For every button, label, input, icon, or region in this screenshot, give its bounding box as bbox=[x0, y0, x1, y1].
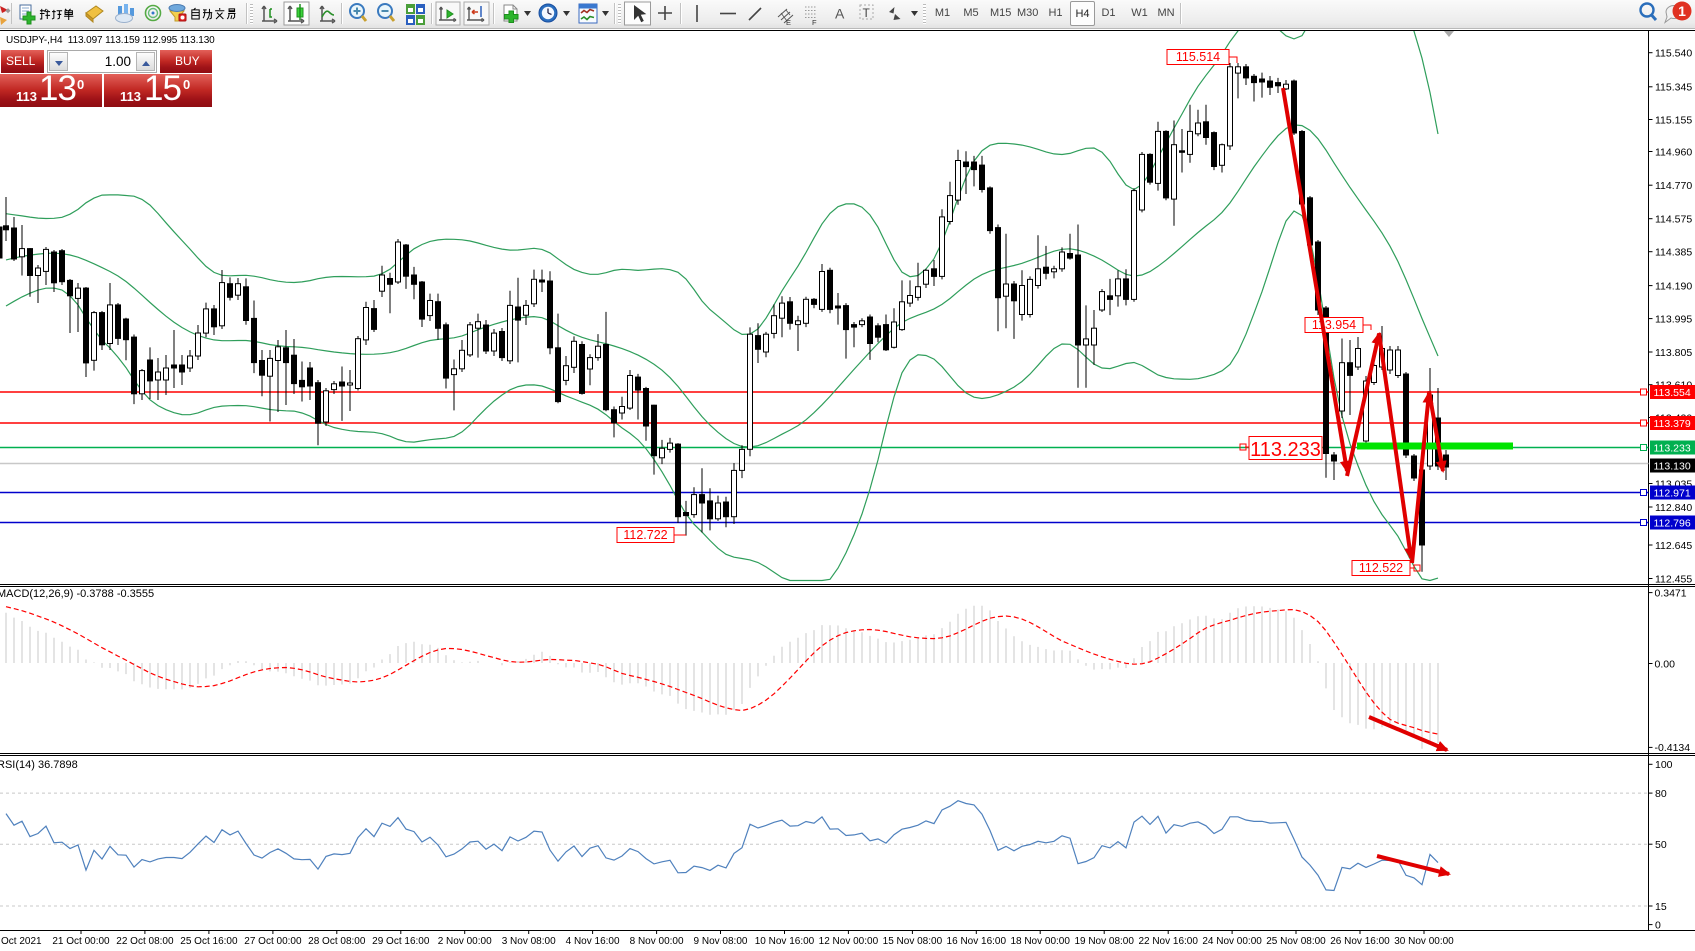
svg-text:E: E bbox=[786, 18, 791, 27]
svg-text:115.540: 115.540 bbox=[1655, 48, 1692, 60]
svg-text:0: 0 bbox=[1655, 919, 1661, 931]
svg-text:113.233: 113.233 bbox=[1250, 439, 1321, 461]
svg-text:80: 80 bbox=[1655, 788, 1667, 800]
svg-text:112.455: 112.455 bbox=[1655, 573, 1692, 585]
svg-text:50: 50 bbox=[1655, 839, 1667, 851]
svg-text:114.960: 114.960 bbox=[1655, 146, 1692, 158]
svg-text:25 Oct 16:00: 25 Oct 16:00 bbox=[180, 936, 238, 947]
svg-text:114.190: 114.190 bbox=[1655, 280, 1692, 292]
svg-text:24 Nov 00:00: 24 Nov 00:00 bbox=[1202, 936, 1262, 947]
svg-text:114.385: 114.385 bbox=[1655, 247, 1692, 259]
svg-text:114.770: 114.770 bbox=[1655, 180, 1692, 192]
svg-text:2 Nov 00:00: 2 Nov 00:00 bbox=[438, 936, 492, 947]
svg-text:8 Nov 00:00: 8 Nov 00:00 bbox=[630, 936, 684, 947]
svg-text:3 Nov 08:00: 3 Nov 08:00 bbox=[502, 936, 556, 947]
svg-text:112.971: 112.971 bbox=[1654, 487, 1691, 499]
svg-text:113.995: 113.995 bbox=[1655, 313, 1692, 325]
svg-text:12 Nov 00:00: 12 Nov 00:00 bbox=[819, 936, 879, 947]
svg-text:16 Nov 16:00: 16 Nov 16:00 bbox=[947, 936, 1007, 947]
svg-text:115.345: 115.345 bbox=[1655, 82, 1692, 94]
svg-text:114.575: 114.575 bbox=[1655, 214, 1692, 226]
svg-text:27 Oct 00:00: 27 Oct 00:00 bbox=[244, 936, 302, 947]
svg-text:113.554: 113.554 bbox=[1654, 387, 1691, 399]
svg-text:9 Nov 08:00: 9 Nov 08:00 bbox=[694, 936, 748, 947]
svg-text:29 Oct 16:00: 29 Oct 16:00 bbox=[372, 936, 430, 947]
svg-text:30 Nov 00:00: 30 Nov 00:00 bbox=[1394, 936, 1454, 947]
svg-text:0.3471: 0.3471 bbox=[1655, 587, 1687, 599]
svg-text:112.722: 112.722 bbox=[623, 528, 667, 542]
svg-text:Oct 2021: Oct 2021 bbox=[1, 936, 42, 947]
svg-text:18 Nov 00:00: 18 Nov 00:00 bbox=[1010, 936, 1070, 947]
svg-text:112.796: 112.796 bbox=[1654, 517, 1691, 529]
svg-text:25 Nov 08:00: 25 Nov 08:00 bbox=[1266, 936, 1326, 947]
svg-text:MACD(12,26,9) -0.3788 -0.3555: MACD(12,26,9) -0.3788 -0.3555 bbox=[0, 588, 154, 600]
svg-text:115.514: 115.514 bbox=[1176, 50, 1220, 64]
svg-text:4 Nov 16:00: 4 Nov 16:00 bbox=[566, 936, 620, 947]
svg-text:21 Oct 00:00: 21 Oct 00:00 bbox=[52, 936, 110, 947]
svg-text:22 Oct 08:00: 22 Oct 08:00 bbox=[116, 936, 174, 947]
svg-text:112.840: 112.840 bbox=[1655, 502, 1692, 514]
svg-text:A: A bbox=[835, 6, 845, 22]
svg-text:113.379: 113.379 bbox=[1654, 418, 1691, 430]
svg-text:26 Nov 16:00: 26 Nov 16:00 bbox=[1330, 936, 1390, 947]
svg-text:28 Oct 08:00: 28 Oct 08:00 bbox=[308, 936, 366, 947]
svg-text:112.645: 112.645 bbox=[1655, 540, 1692, 552]
svg-text:113.233: 113.233 bbox=[1654, 442, 1691, 454]
svg-text:113.954: 113.954 bbox=[1312, 318, 1356, 332]
svg-text:15: 15 bbox=[1655, 901, 1667, 913]
svg-text:19 Nov 08:00: 19 Nov 08:00 bbox=[1074, 936, 1134, 947]
svg-text:F: F bbox=[812, 18, 817, 27]
svg-text:0.00: 0.00 bbox=[1655, 658, 1676, 670]
svg-text:115.155: 115.155 bbox=[1655, 114, 1692, 126]
svg-text:22 Nov 16:00: 22 Nov 16:00 bbox=[1138, 936, 1198, 947]
svg-text:113.805: 113.805 bbox=[1655, 347, 1692, 359]
svg-text:T: T bbox=[863, 6, 871, 20]
svg-text:112.522: 112.522 bbox=[1359, 561, 1403, 575]
svg-text:113.130: 113.130 bbox=[1654, 460, 1691, 472]
svg-text:RSI(14) 36.7898: RSI(14) 36.7898 bbox=[0, 759, 78, 771]
svg-text:15 Nov 08:00: 15 Nov 08:00 bbox=[883, 936, 943, 947]
svg-text:1: 1 bbox=[1678, 3, 1686, 19]
svg-text:100: 100 bbox=[1655, 759, 1673, 771]
svg-text:10 Nov 16:00: 10 Nov 16:00 bbox=[755, 936, 815, 947]
svg-text:-0.4134: -0.4134 bbox=[1655, 742, 1691, 754]
